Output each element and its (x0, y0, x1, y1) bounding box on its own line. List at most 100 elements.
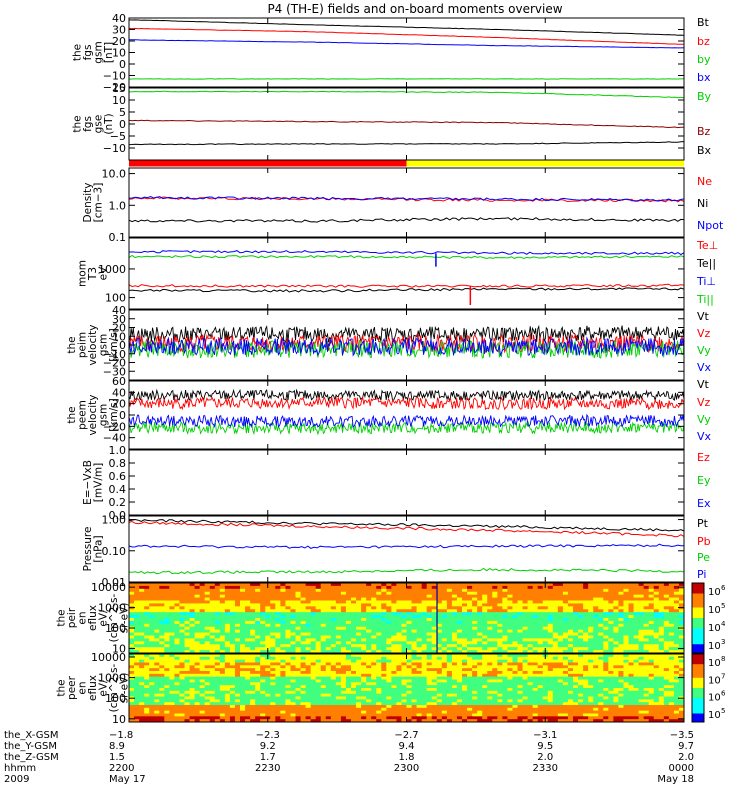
heatmap-cell (467, 612, 473, 616)
heatmap-cell (507, 659, 513, 663)
heatmap-cell (522, 597, 528, 601)
heatmap-cell (285, 588, 291, 593)
heatmap-cell (628, 665, 634, 669)
heatmap-cell (234, 671, 241, 675)
heatmap-cell (356, 591, 362, 596)
heatmap-cell (421, 705, 428, 709)
heatmap-cell (411, 679, 417, 683)
heatmap-cell (320, 654, 327, 658)
heatmap-cell (381, 620, 387, 625)
heatmap-cell (593, 682, 599, 686)
heatmap-cell (502, 635, 508, 639)
heatmap-cell (603, 696, 609, 700)
heatmap-cell (265, 702, 271, 706)
heatmap-cell (240, 676, 246, 680)
heatmap-cell (653, 656, 660, 661)
heatmap-cell (366, 629, 372, 633)
heatmap-cell (129, 620, 135, 625)
heatmap-cell (260, 696, 266, 700)
heatmap-cell (643, 673, 650, 678)
heatmap-cell (144, 656, 150, 661)
colorbar-tick-exponent: 5 (721, 602, 725, 610)
heatmap-cell (583, 690, 589, 695)
heatmap-cell (356, 679, 362, 683)
series-line-Vz (128, 395, 685, 411)
heatmap-cell (280, 585, 286, 590)
heatmap-cell (371, 620, 377, 625)
heatmap-cell (547, 600, 554, 604)
heatmap-cell (527, 693, 534, 697)
heatmap-cell (139, 638, 145, 642)
heatmap-cell (351, 665, 357, 669)
heatmap-cell (209, 662, 216, 666)
heatmap-cell (648, 615, 655, 619)
heatmap-cell (421, 618, 428, 622)
heatmap-cell (462, 623, 468, 628)
heatmap-cell (482, 705, 488, 709)
heatmap-cell (219, 620, 226, 625)
heatmap-cell (633, 583, 639, 587)
heatmap-cell (638, 662, 645, 666)
heatmap-cell (638, 609, 645, 613)
heatmap-cell (552, 638, 559, 642)
heatmap-cell (386, 588, 392, 593)
heatmap-cell (159, 647, 165, 651)
heatmap-cell (502, 702, 508, 706)
heatmap-cell (149, 594, 155, 598)
series-line-Pi (128, 543, 685, 549)
heatmap-cell (507, 656, 513, 661)
heatmap-cell (285, 615, 291, 619)
heatmap-cell (275, 603, 281, 607)
heatmap-cell (431, 654, 438, 658)
heatmap-cell (386, 620, 392, 625)
heatmap-cell (482, 597, 488, 601)
heatmap-cell (482, 603, 488, 607)
heatmap-cell (224, 679, 231, 683)
heatmap-cell (174, 676, 180, 680)
heatmap-cell (285, 654, 291, 658)
heatmap-cell (240, 662, 246, 666)
heatmap-cell (542, 662, 549, 666)
heatmap-cell (557, 696, 564, 700)
heatmap-cell (280, 588, 286, 593)
heatmap-cell (209, 676, 216, 680)
heatmap-cell (522, 647, 528, 651)
heatmap-cell (613, 626, 619, 631)
heatmap-cell (240, 588, 246, 593)
heatmap-cell (441, 612, 448, 616)
heatmap-cell (517, 635, 523, 639)
heatmap-cell (381, 702, 387, 706)
heatmap-cell (477, 665, 483, 669)
heatmap-cell (462, 618, 468, 622)
heatmap-cell (552, 606, 559, 610)
heatmap-cell (497, 654, 503, 658)
heatmap-cell (517, 673, 523, 678)
heatmap-cell (406, 676, 412, 680)
heatmap-cell (209, 705, 216, 709)
heatmap-cell (255, 705, 261, 709)
heatmap-cell (285, 647, 291, 651)
heatmap-cell (224, 585, 231, 590)
heatmap-cell (648, 650, 655, 654)
heatmap-cell (129, 609, 135, 613)
heatmap-cell (154, 609, 160, 613)
heatmap-cell (633, 647, 639, 651)
heatmap-cell (416, 659, 423, 663)
heatmap-cell (285, 618, 291, 622)
heatmap-cell (436, 654, 443, 658)
heatmap-cell (396, 688, 402, 692)
heatmap-cell (542, 594, 549, 598)
heatmap-cell (663, 654, 670, 658)
heatmap-cell (290, 673, 296, 678)
heatmap-cell (492, 693, 498, 697)
heatmap-cell (250, 693, 256, 697)
heatmap-cell (446, 638, 453, 642)
heatmap-cell (643, 699, 650, 703)
heatmap-cell (315, 609, 322, 613)
heatmap-cell (532, 673, 539, 678)
heatmap-cell (633, 693, 639, 697)
heatmap-cell (381, 662, 387, 666)
heatmap-cell (532, 688, 539, 692)
heatmap-cell (159, 609, 165, 613)
